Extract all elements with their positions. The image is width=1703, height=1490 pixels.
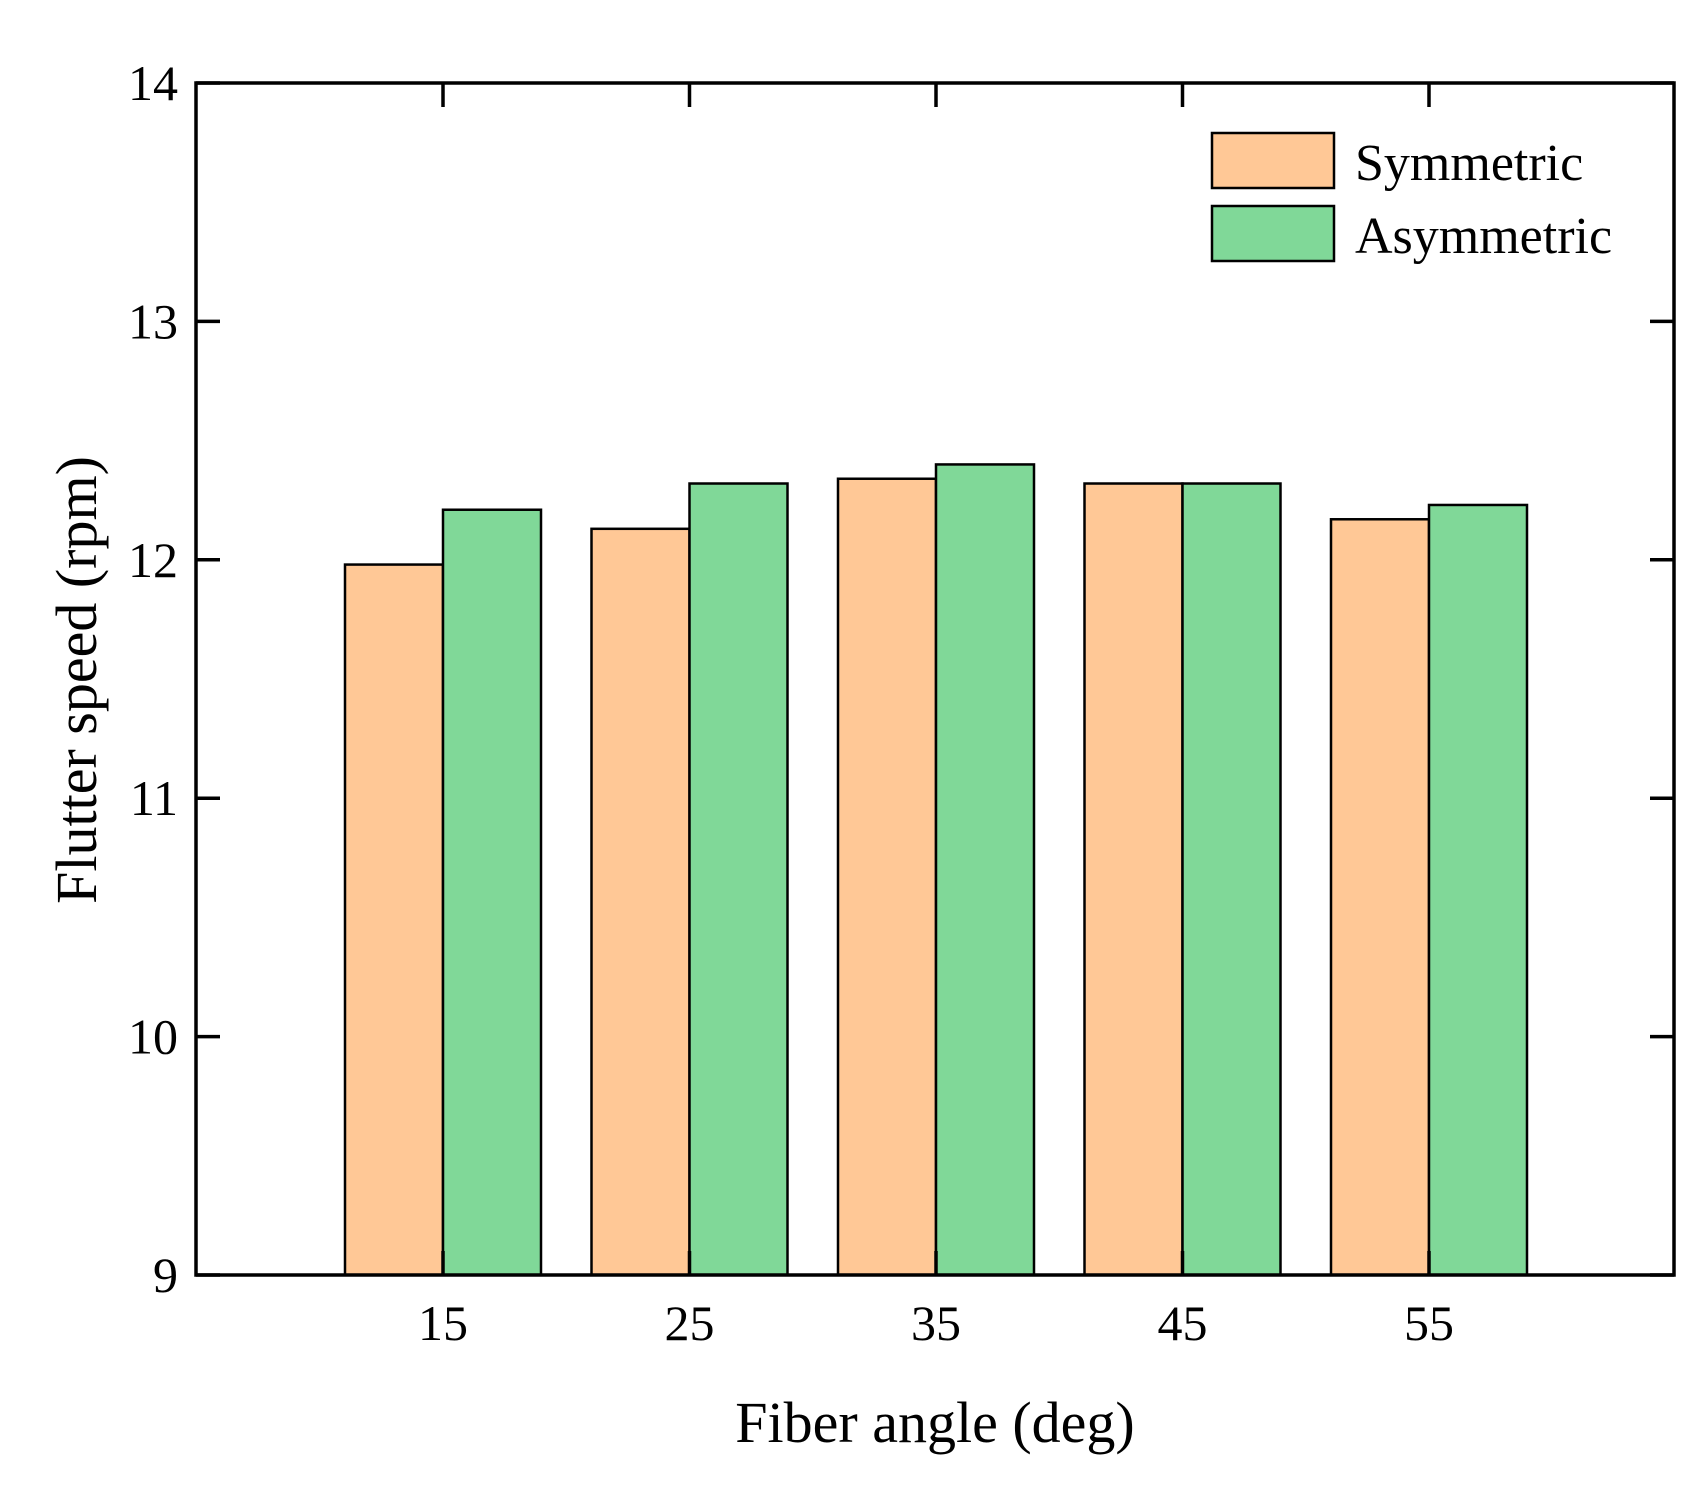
legend-swatch-asymmetric [1210, 204, 1336, 263]
bar-asymmetric-35 [934, 463, 1036, 1277]
legend-label-symmetric: Symmetric [1355, 135, 1583, 192]
x-axis-title: Fiber angle (deg) [735, 1390, 1134, 1455]
bars-layer [343, 463, 1529, 1277]
x-tick-label: 45 [1158, 1295, 1208, 1351]
legend: Symmetric Asymmetric [1210, 131, 1612, 265]
bar-symmetric-25 [590, 527, 691, 1277]
bar-asymmetric-15 [441, 508, 543, 1277]
bar-asymmetric-25 [688, 482, 789, 1277]
x-tick-label: 55 [1404, 1295, 1454, 1351]
x-tick-label: 35 [911, 1295, 961, 1351]
y-tick-label: 9 [153, 1247, 178, 1303]
bar-asymmetric-55 [1427, 503, 1529, 1277]
y-tick-label: 11 [130, 770, 178, 826]
y-tick-label: 12 [128, 532, 178, 588]
y-tick-label: 10 [128, 1009, 178, 1065]
plot-frame [194, 81, 1676, 1277]
bar-asymmetric-45 [1181, 482, 1282, 1277]
legend-swatch-symmetric [1210, 131, 1336, 190]
y-tick-label: 14 [128, 55, 178, 111]
bar-symmetric-15 [343, 563, 445, 1277]
y-tick-labels: 9 10 11 12 13 14 [128, 55, 178, 1303]
bar-symmetric-35 [836, 477, 938, 1277]
x-tick-label: 15 [418, 1295, 468, 1351]
legend-label-asymmetric: Asymmetric [1355, 208, 1612, 265]
y-axis-title: Flutter speed (rpm) [44, 456, 109, 904]
y-tick-label: 13 [128, 293, 178, 349]
bar-symmetric-45 [1083, 482, 1184, 1277]
x-tick-labels: 15 25 35 45 55 [418, 1295, 1454, 1351]
bar-symmetric-55 [1329, 518, 1431, 1277]
x-tick-label: 25 [665, 1295, 715, 1351]
